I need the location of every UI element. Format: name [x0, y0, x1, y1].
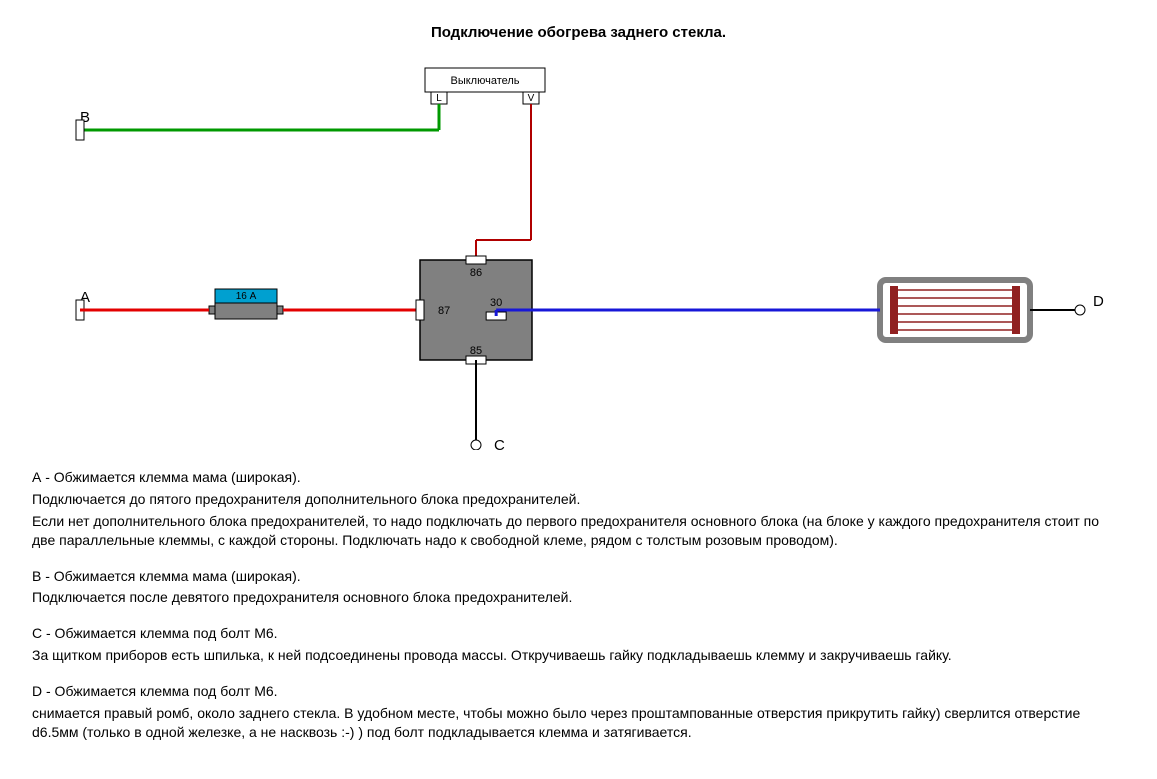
- desc-line: Подключается после девятого предохраните…: [32, 588, 1122, 607]
- desc-gap: [32, 610, 1122, 624]
- svg-text:87: 87: [438, 305, 450, 317]
- desc-line: Подключается до пятого предохранителя до…: [32, 490, 1122, 509]
- svg-text:86: 86: [470, 267, 482, 279]
- desc-line: В - Обжимается клемма мама (широкая).: [32, 567, 1122, 586]
- desc-gap: [32, 668, 1122, 682]
- page-title: Подключение обогрева заднего стекла.: [0, 24, 1157, 41]
- desc-line: За щитком приборов есть шпилька, к ней п…: [32, 646, 1122, 665]
- desc-line: С - Обжимается клемма под болт М6.: [32, 624, 1122, 643]
- heater-frame: [880, 280, 1030, 340]
- svg-text:30: 30: [490, 297, 502, 309]
- svg-text:85: 85: [470, 345, 482, 357]
- svg-text:16 А: 16 А: [236, 291, 257, 302]
- desc-line: D - Обжимается клемма под болт М6.: [32, 682, 1122, 701]
- desc-line: снимается правый ромб, около заднего сте…: [32, 704, 1122, 742]
- desc-line: Если нет дополнительного блока предохран…: [32, 512, 1122, 550]
- description-block: А - Обжимается клемма мама (широкая). Под…: [32, 468, 1122, 745]
- svg-text:L: L: [436, 93, 442, 104]
- svg-text:C: C: [494, 437, 505, 450]
- desc-line: А - Обжимается клемма мама (широкая).: [32, 468, 1122, 487]
- desc-gap: [32, 553, 1122, 567]
- wiring-diagram: ВыключательLVB16 АA86858730CD: [0, 50, 1157, 450]
- svg-text:Выключатель: Выключатель: [450, 75, 519, 87]
- svg-text:V: V: [528, 93, 535, 104]
- svg-text:D: D: [1093, 293, 1104, 310]
